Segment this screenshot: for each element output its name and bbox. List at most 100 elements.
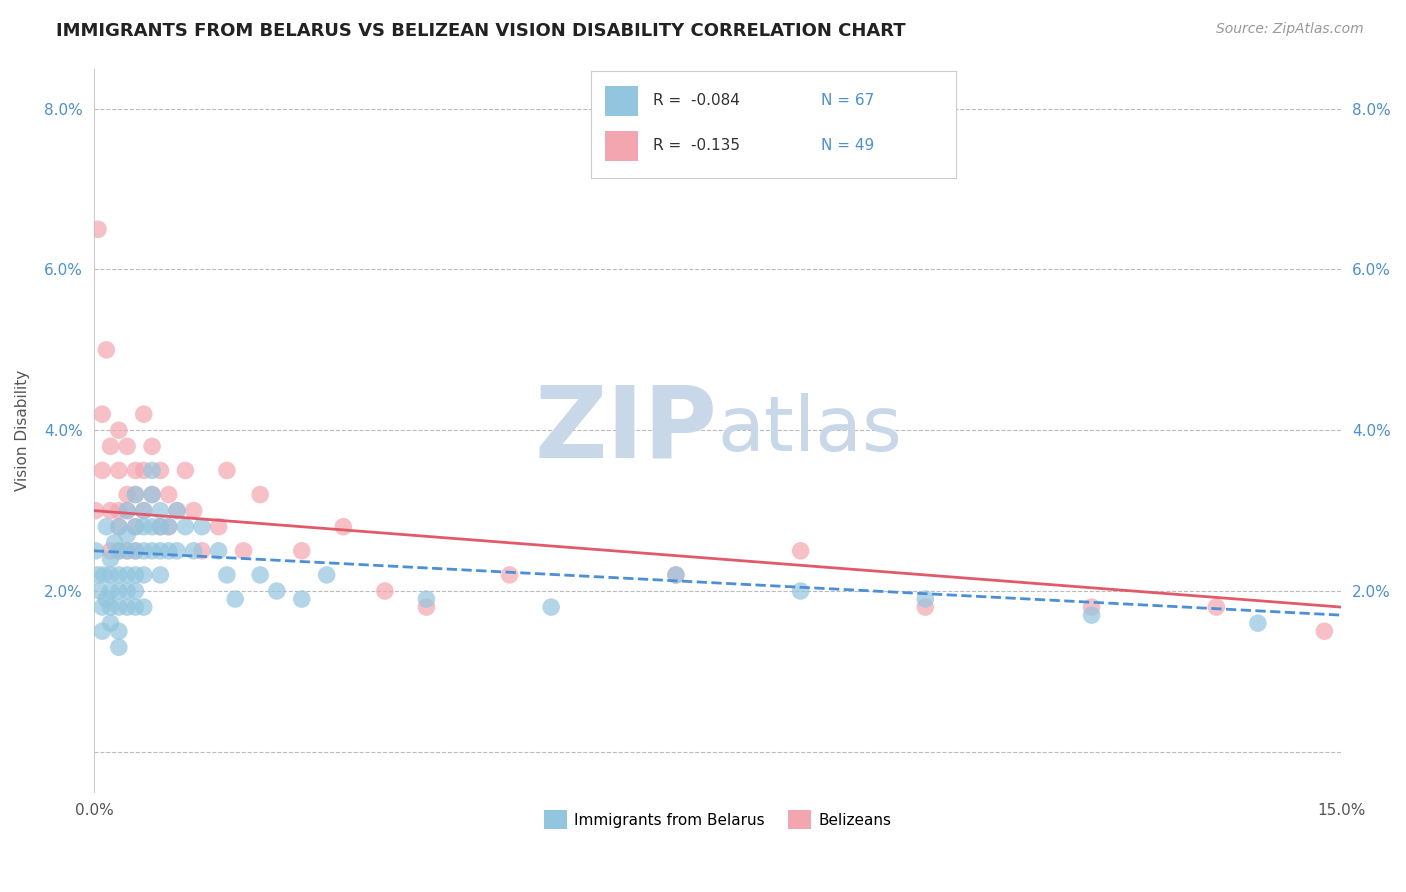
Point [124, 519, 146, 533]
Point [1080, 600, 1102, 615]
Point [100, 503, 122, 517]
Point [141, 463, 163, 477]
Point [124, 600, 146, 615]
Point [166, 503, 188, 517]
Point [141, 439, 163, 453]
Point [91, 463, 114, 477]
Point [100, 439, 122, 453]
Point [115, 600, 138, 615]
Point [132, 519, 155, 533]
Point [291, 544, 314, 558]
Point [124, 544, 146, 558]
Point [166, 503, 188, 517]
Point [232, 544, 254, 558]
Point [207, 519, 229, 533]
Point [115, 527, 138, 541]
Point [332, 519, 354, 533]
Text: N = 67: N = 67 [821, 94, 875, 108]
Point [124, 584, 146, 599]
Point [108, 584, 131, 599]
Point [108, 503, 131, 517]
Point [315, 568, 337, 582]
Point [789, 584, 811, 599]
Text: R =  -0.084: R = -0.084 [652, 94, 740, 108]
Point [207, 544, 229, 558]
Point [108, 463, 131, 477]
Point [665, 568, 688, 582]
Point [132, 503, 155, 517]
Point [157, 487, 180, 501]
Point [215, 568, 238, 582]
Point [100, 616, 122, 631]
Text: N = 49: N = 49 [821, 138, 875, 153]
Point [132, 544, 155, 558]
Point [124, 463, 146, 477]
Point [84, 503, 107, 517]
Point [96, 343, 118, 357]
Point [415, 600, 437, 615]
Point [100, 568, 122, 582]
Point [108, 640, 131, 655]
Point [108, 423, 131, 437]
Point [108, 600, 131, 615]
Point [108, 544, 131, 558]
Point [108, 568, 131, 582]
Point [174, 519, 197, 533]
Point [374, 584, 396, 599]
Point [191, 519, 214, 533]
Point [124, 568, 146, 582]
Point [96, 519, 118, 533]
Point [1247, 616, 1270, 631]
Point [115, 503, 138, 517]
Point [157, 519, 180, 533]
Point [141, 544, 163, 558]
Point [149, 503, 172, 517]
Text: atlas: atlas [717, 393, 903, 467]
Point [224, 592, 246, 607]
Point [149, 544, 172, 558]
Bar [605, 131, 638, 161]
Point [149, 463, 172, 477]
Point [266, 584, 288, 599]
Point [1080, 608, 1102, 623]
Point [115, 439, 138, 453]
Point [115, 568, 138, 582]
Point [415, 592, 437, 607]
Point [215, 463, 238, 477]
Point [1313, 624, 1336, 639]
Point [914, 600, 936, 615]
Point [100, 544, 122, 558]
Point [100, 552, 122, 566]
Point [108, 519, 131, 533]
Point [124, 487, 146, 501]
Point [157, 519, 180, 533]
Point [100, 600, 122, 615]
Point [87, 222, 110, 236]
Point [1205, 600, 1227, 615]
Point [124, 487, 146, 501]
Point [149, 519, 172, 533]
Point [132, 463, 155, 477]
Point [87, 568, 110, 582]
Point [191, 544, 214, 558]
Point [132, 600, 155, 615]
Point [96, 592, 118, 607]
Point [183, 503, 205, 517]
Point [249, 487, 271, 501]
Point [249, 568, 271, 582]
Text: R =  -0.135: R = -0.135 [652, 138, 740, 153]
Point [166, 544, 188, 558]
Text: Source: ZipAtlas.com: Source: ZipAtlas.com [1216, 22, 1364, 37]
Point [141, 487, 163, 501]
Point [115, 487, 138, 501]
Point [141, 487, 163, 501]
Point [91, 624, 114, 639]
Point [93, 568, 115, 582]
Legend: Immigrants from Belarus, Belizeans: Immigrants from Belarus, Belizeans [537, 804, 897, 835]
Point [914, 592, 936, 607]
Point [91, 407, 114, 421]
Bar [605, 87, 638, 116]
Point [183, 544, 205, 558]
Point [91, 600, 114, 615]
Point [132, 407, 155, 421]
